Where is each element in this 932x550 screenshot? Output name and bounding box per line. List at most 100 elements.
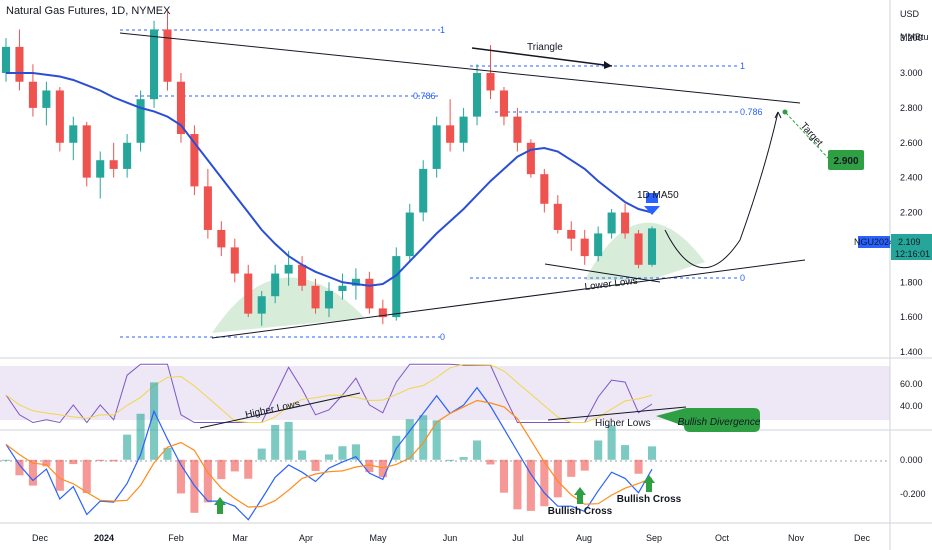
macd-histogram-bar (1, 459, 11, 461)
price-tick-label: 3.000 (900, 68, 923, 78)
time-tick-label: Dec (854, 533, 871, 543)
macd-histogram-bar (82, 459, 91, 494)
price-tick-label: 1.400 (900, 347, 923, 357)
price-axis[interactable]: 3.2003.0002.8002.6002.4002.2002.0001.800… (900, 33, 923, 357)
macd-histogram-bar (284, 421, 293, 460)
last-price: 2.109 (898, 237, 921, 247)
lower-lows-line (544, 263, 661, 283)
candle-body (176, 81, 185, 135)
rsi-higher-lows-line-2 (547, 406, 687, 421)
macd-histogram-bar (621, 445, 630, 460)
time-tick-label: Sep (646, 533, 662, 543)
fib-left-label-0786: 0.786 (413, 91, 436, 101)
macd-histogram-bar (176, 459, 185, 494)
bullish-cross-label-1: Bullish Cross (548, 506, 613, 517)
macd-histogram-bar (298, 450, 307, 460)
macd-histogram-bar (217, 459, 226, 480)
macd-histogram-bar (486, 459, 495, 465)
macd-histogram-bar (607, 425, 616, 460)
ma50-line (6, 72, 653, 287)
fib-right-label-0: 0 (740, 273, 745, 283)
bullish-cross-arrow-icon-1 (214, 497, 226, 514)
macd-signal-line (5, 399, 653, 508)
candle-body (324, 290, 334, 309)
macd-histogram-bar (419, 415, 428, 460)
macd-histogram-bar (513, 459, 522, 510)
rsi-tick-label: 60.00 (900, 379, 923, 389)
candle-body (634, 233, 643, 265)
triangle-arrow-line (471, 47, 613, 67)
price-tick-label: 2.200 (900, 208, 923, 218)
candle-body (594, 233, 603, 257)
candle-body (244, 273, 253, 314)
macd-histogram (1, 382, 657, 513)
target-value-badge (828, 150, 864, 170)
time-tick-label: Oct (715, 533, 730, 543)
macd-tick-label: 0.000 (900, 455, 923, 465)
macd-histogram-bar (136, 413, 145, 460)
macd-histogram-bar (647, 446, 657, 460)
macd-histogram-bar (257, 448, 266, 460)
candle-body (621, 212, 630, 234)
ma50-label: 1D MA50 (637, 190, 679, 201)
macd-histogram-bar (594, 440, 603, 460)
candle-body (647, 228, 657, 265)
candle-body (553, 203, 562, 230)
candle-body (446, 125, 455, 143)
macd-histogram-bar (55, 459, 64, 491)
rsi-axis: 60.00 40.00 (900, 379, 923, 411)
chart-title: Natural Gas Futures, 1D, NYMEX (6, 5, 171, 17)
macd-histogram-bar (432, 420, 441, 460)
candle-body (607, 212, 616, 234)
symbol-badge (858, 236, 890, 248)
candle-body (284, 264, 293, 274)
candle-body (473, 73, 482, 117)
price-tick-label: 1.800 (900, 277, 923, 287)
fib-right-label-1: 1 (740, 61, 745, 71)
fib-levels (120, 29, 740, 338)
candle-body (82, 125, 91, 178)
candle-body (230, 247, 239, 274)
currency-label: USD (900, 9, 920, 19)
macd-histogram-bar (540, 459, 549, 507)
macd-histogram-bar (163, 447, 172, 460)
time-tick-label: Mar (232, 533, 248, 543)
macd-histogram-bar (69, 459, 78, 465)
rsi-higher-lows-label-2: Higher Lows (595, 418, 651, 429)
candle-body (217, 229, 226, 248)
unit-label: MMBtu (900, 32, 929, 42)
candle-body (150, 29, 159, 100)
candle-body (257, 296, 266, 314)
macd-line (5, 386, 653, 521)
time-tick-label: Aug (576, 533, 592, 543)
macd-histogram-bar (15, 459, 24, 476)
candle-body (123, 142, 132, 169)
triangle-arrowhead (604, 61, 612, 69)
time-axis[interactable]: Dec 2024 Feb Mar Apr May Jun Jul Aug Sep Oct Nov Dec (32, 533, 871, 543)
fib-left-label-0: 0 (440, 332, 445, 342)
price-tick-label: 2.800 (900, 103, 923, 113)
macd-histogram-bar (150, 382, 159, 460)
macd-histogram-bar (378, 459, 387, 478)
candle-body (136, 99, 145, 143)
macd-histogram-bar (365, 459, 374, 473)
last-price-badge (891, 234, 932, 260)
macd-histogram-bar (580, 459, 589, 471)
candle-body (28, 81, 37, 108)
macd-histogram-bar (203, 459, 212, 503)
macd-histogram-bar (271, 424, 280, 460)
target-dot (782, 109, 788, 115)
candle-body (567, 229, 576, 239)
rsi-higher-lows-line-1 (199, 392, 361, 429)
candle-body (486, 73, 495, 91)
macd-histogram-bar (567, 459, 576, 477)
candle-body (419, 168, 428, 213)
macd-histogram-bar (459, 457, 468, 460)
macd-histogram-bar (230, 459, 239, 472)
price-tick-label: 1.600 (900, 312, 923, 322)
candle-body (96, 160, 105, 178)
time-tick-label: Feb (168, 533, 184, 543)
ma-arrow-icon (644, 193, 660, 215)
time-tick-label: Nov (788, 533, 805, 543)
